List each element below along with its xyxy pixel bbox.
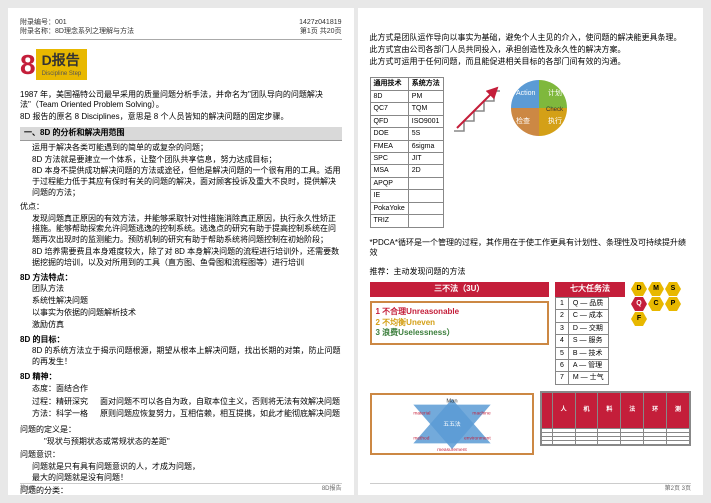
header-right-code: 1427z041819 <box>299 18 341 27</box>
section-1-title: 一、8D 的分析和解决用范围 <box>20 127 342 141</box>
s2-l4: 激励仿真 <box>20 320 342 331</box>
s1-p4: 发现问题真正原因的有效方法，并能够采取针对性措施消除真正原因，执行永久性矫正措施… <box>20 214 342 246</box>
header-page: 第1页 共20页 <box>299 27 341 36</box>
p2-intro1: 此方式是团队运作导向以事实为基础，避免个人主见的介入，使问题的解决能更具条理。 <box>370 33 692 44</box>
header-code: 附录编号：001 <box>20 18 134 27</box>
svg-text:Action: Action <box>516 90 536 97</box>
p2-intro3: 此方式可运用于任何问题，而且能促进相关目标的各部门间有效的沟通。 <box>370 57 692 68</box>
s6-title: 问题意识： <box>20 450 342 461</box>
three-no-l2: 2 不均衡Uneven <box>376 318 544 329</box>
s2-l2: 系统性解决问题 <box>20 296 342 307</box>
svg-text:environment: environment <box>464 435 491 441</box>
s1-p4-label: 优点： <box>20 202 342 213</box>
s4-l3: 方法：科学一格 <box>20 409 100 420</box>
s5-p: "现状与预期状态或常规状态的差距" <box>20 437 342 448</box>
svg-text:检查: 检查 <box>516 116 530 125</box>
s1-p5: 8D 培养需要费且本身难度较大，除了对 8D 本身解决问题的流程进行培训外，还需… <box>20 247 342 269</box>
p2-intro2: 此方式宜由公司各部门人员共同投入，承担创造性及永久性的解决方案。 <box>370 45 692 56</box>
intro-year: 1987 年，美国福特公司最早采用的质量问题分析手法，并命名为"团队导向的问题解… <box>20 90 342 112</box>
s1-p2: 8D 方法就是要建立一个体系，让整个团队共享信息，努力达成目标； <box>20 155 342 166</box>
footer-left: 第1页8D报告 <box>20 483 342 493</box>
pdca-circle: 计划 执行 检查 Action Check <box>508 77 570 139</box>
seven-task-table: 1Q — 品质2C — 成本3D — 交期4S — 服务5B — 技术6A — … <box>555 297 609 385</box>
svg-text:method: method <box>413 435 429 441</box>
pdca-note: *PDCA*循环是一个管理的过程，其作用在于使工作更具有计划性、条理性及可持续提… <box>370 238 692 260</box>
page-left: 附录编号：001 附录名称：8D理念系列之理解与方法 1427z041819 第… <box>8 8 354 495</box>
matrix-grid: 人机料法环测 <box>540 391 691 446</box>
s4-l2: 过程：精研深究 <box>20 397 100 408</box>
logo-sub: Discipline Step <box>42 70 82 78</box>
s5-title: 问题的定义是： <box>20 425 342 436</box>
hex-grid: DMSQCPF <box>631 282 691 326</box>
s4-l1: 态度：面结合作 <box>20 384 342 395</box>
svg-text:Check: Check <box>546 107 564 113</box>
s3-p: 8D 的系统方法立于揭示问题根源，期望从根本上解决问题，找出长期的对策，防止问题… <box>20 346 342 368</box>
tech-h2: 系统方法 <box>408 78 443 90</box>
svg-text:measurement: measurement <box>437 447 467 453</box>
s4-l3b: 原则问题应恢复努力，互相信赖，相互提携，如此才能彻底解决问题 <box>100 409 340 420</box>
intro-line2: 8D 报告的原名 8 Disciplines，意思是 8 个人员皆知的解决问题的… <box>20 112 342 123</box>
stairs-icon <box>452 83 502 133</box>
s3-title: 8D 的目标： <box>20 335 342 346</box>
three-no-box: 1 不合理Unreasonable 2 不均衡Uneven 3 浪费Useles… <box>370 301 550 345</box>
svg-text:五五法: 五五法 <box>443 420 461 428</box>
three-no-l3: 3 浪费Uselessness） <box>376 328 544 339</box>
svg-text:执行: 执行 <box>548 116 562 125</box>
s2-l1: 团队方法 <box>20 284 342 295</box>
svg-text:material: material <box>413 410 430 416</box>
page-header: 附录编号：001 附录名称：8D理念系列之理解与方法 1427z041819 第… <box>20 18 342 40</box>
logo-d-title: D报告 <box>42 52 80 68</box>
seven-task-title: 七大任务法 <box>555 282 625 297</box>
recommend-title: 推荐：主动发现问题的方法 <box>370 267 692 278</box>
s4-title: 8D 精神： <box>20 372 342 383</box>
svg-text:machine: machine <box>472 410 491 416</box>
tech-table: 通用技术系统方法 8DPMQC7TQMQFDISO9001DOE5SFMEA6s… <box>370 77 444 227</box>
s2-title: 8D 方法特点： <box>20 273 342 284</box>
svg-text:计划: 计划 <box>548 88 562 97</box>
svg-text:Man: Man <box>446 399 457 405</box>
s4-l2b: 面对问题不可以各自为政，自取本位主义，否则将无法有效解决问题 <box>100 397 340 408</box>
s1-p3: 8D 本身不提供成功解决问题的方法或途径，但他是解决问题的一个很有用的工具。适用… <box>20 166 342 198</box>
logo-eight: 8 <box>20 46 34 84</box>
s6-p1: 问题就是只有具有问题意识的人，才成为问题， <box>20 462 342 473</box>
tech-h1: 通用技术 <box>370 78 408 90</box>
footer-right: 第2页 3页 <box>370 483 692 493</box>
three-no-l1: 1 不合理Unreasonable <box>376 307 544 318</box>
header-title: 附录名称：8D理念系列之理解与方法 <box>20 27 134 36</box>
logo-block: 8 D报告 Discipline Step <box>20 46 342 84</box>
s2-l3: 以事实为依据的问题解析技术 <box>20 308 342 319</box>
s1-p1: 运用于解决各类可能遇到的简单的或复杂的问题； <box>20 143 342 154</box>
three-no-title: 三不法（3U） <box>370 282 550 297</box>
star-diagram: Man material machine method environment … <box>370 393 535 455</box>
pdca-figure: 计划 执行 检查 Action Check <box>452 77 570 139</box>
page-right: 此方式是团队运作导向以事实为基础，避免个人主见的介入，使问题的解决能更具条理。 … <box>358 8 704 495</box>
